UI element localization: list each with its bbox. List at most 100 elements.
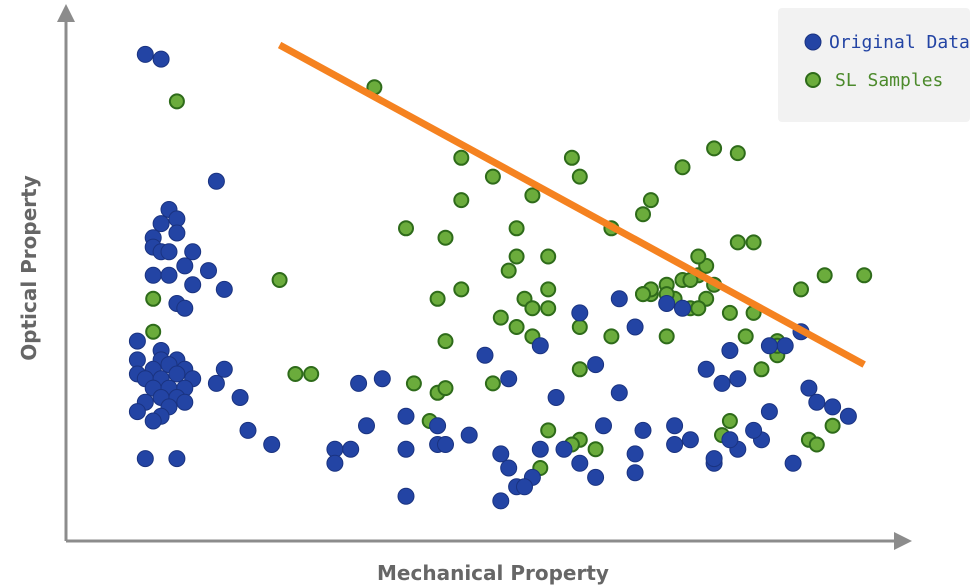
original-data-point-92: [713, 374, 731, 392]
x-axis-title: Mechanical Property: [377, 561, 609, 585]
sl-sample-point-52: [793, 281, 809, 298]
sl-sample-point-18: [508, 248, 525, 265]
original-data-point-45: [215, 360, 233, 378]
sl-sample-point-81: [508, 319, 525, 335]
sl-sample-point-51: [753, 361, 770, 378]
original-data-point-108: [397, 487, 415, 505]
original-data-point-31: [168, 365, 186, 383]
original-data-point-76: [626, 445, 644, 463]
sl-sample-point-69: [658, 328, 675, 345]
original-data-point-107: [784, 454, 802, 472]
sl-sample-point-11: [635, 206, 651, 223]
sl-sample-point-6: [453, 192, 470, 209]
original-data-point-13: [144, 266, 162, 284]
sl-sample-point-46: [690, 248, 707, 265]
original-data-point-10: [160, 243, 178, 261]
sl-sample-point-2: [453, 149, 470, 166]
sl-sample-point-5: [484, 168, 501, 185]
sl-sample-point-79: [635, 286, 651, 303]
original-data-point-103: [705, 450, 723, 468]
sl-sample-point-53: [816, 267, 833, 284]
original-data-point-109: [492, 492, 510, 510]
original-data-point-93: [776, 337, 794, 355]
sl-sample-point-30: [540, 300, 557, 317]
trend-line: [277, 41, 866, 368]
original-data-point-4: [152, 215, 170, 233]
sl-sample-point-4: [571, 168, 588, 185]
sl-sample-point-9: [508, 220, 525, 237]
original-data-point-2: [207, 172, 225, 190]
original-data-point-56: [358, 417, 375, 435]
original-data-point-1: [152, 50, 170, 68]
series-original-data: [128, 45, 857, 510]
sl-sample-point-17: [745, 234, 762, 251]
sl-sample-point-25: [303, 366, 320, 382]
original-data-point-88: [729, 370, 747, 388]
y-axis-arrow: [57, 4, 75, 22]
original-data-point-83: [587, 468, 605, 486]
original-data-point-55: [373, 370, 391, 388]
sl-sample-point-12: [642, 192, 659, 209]
series-trend-line: [277, 41, 866, 368]
sl-sample-point-78: [540, 248, 557, 265]
original-data-point-44: [207, 374, 225, 392]
sl-sample-point-82: [540, 281, 557, 298]
original-data-point-67: [610, 290, 628, 308]
original-data-point-50: [168, 450, 186, 468]
sl-sample-point-22: [145, 290, 162, 307]
sl-sample-point-26: [437, 333, 454, 350]
original-data-point-7: [168, 224, 186, 242]
sl-sample-point-0: [168, 93, 185, 110]
sl-sample-point-68: [824, 417, 841, 434]
legend-label-sl-samples: SL Samples: [835, 70, 943, 91]
legend-label-original-data: Original Data: [829, 32, 970, 53]
original-data-point-57: [397, 407, 415, 425]
sl-sample-point-35: [571, 319, 588, 335]
original-data-point-73: [547, 389, 565, 406]
sl-sample-point-14: [706, 140, 723, 157]
sl-sample-point-77: [437, 229, 454, 246]
original-data-point-58: [429, 417, 447, 435]
legend-marker-sl-samples: [805, 72, 821, 88]
sl-sample-point-16: [729, 234, 746, 251]
original-data-point-52: [342, 440, 360, 458]
original-data-point-95: [824, 398, 842, 416]
sl-sample-point-34: [571, 361, 588, 378]
sl-sample-point-57: [405, 375, 422, 392]
original-data-point-20: [128, 332, 146, 350]
original-data-point-71: [626, 318, 644, 336]
sl-sample-point-54: [856, 267, 873, 284]
original-data-point-16: [200, 262, 217, 280]
sl-sample-point-56: [437, 380, 454, 397]
legend-box: [778, 8, 970, 122]
original-data-point-14: [160, 266, 178, 284]
sl-sample-point-29: [524, 300, 541, 317]
original-data-point-49: [136, 450, 154, 468]
original-data-point-41: [128, 403, 146, 421]
original-data-point-82: [500, 459, 518, 477]
sl-sample-point-65: [721, 413, 738, 429]
sl-sample-point-62: [540, 422, 557, 439]
sl-sample-point-24: [287, 366, 304, 382]
original-data-point-99: [760, 403, 778, 421]
original-data-point-96: [839, 407, 857, 425]
original-data-point-48: [263, 436, 281, 453]
original-data-point-70: [658, 295, 676, 312]
original-data-point-86: [697, 360, 715, 378]
sl-sample-point-19: [500, 262, 517, 279]
sl-sample-point-70: [737, 328, 754, 345]
original-data-point-90: [666, 436, 684, 453]
original-data-point-19: [176, 299, 194, 317]
sl-sample-point-3: [563, 149, 580, 166]
x-axis-arrow: [894, 532, 912, 550]
original-data-point-60: [397, 440, 415, 458]
sl-sample-point-80: [429, 290, 446, 307]
legend: Original Data SL Samples: [778, 8, 970, 122]
original-data-point-53: [326, 454, 344, 472]
original-data-point-94: [800, 379, 818, 397]
original-data-point-84: [626, 464, 644, 482]
sl-sample-point-67: [808, 436, 825, 453]
sl-sample-point-8: [398, 220, 414, 237]
original-data-point-72: [674, 299, 691, 317]
original-data-point-89: [666, 417, 684, 435]
